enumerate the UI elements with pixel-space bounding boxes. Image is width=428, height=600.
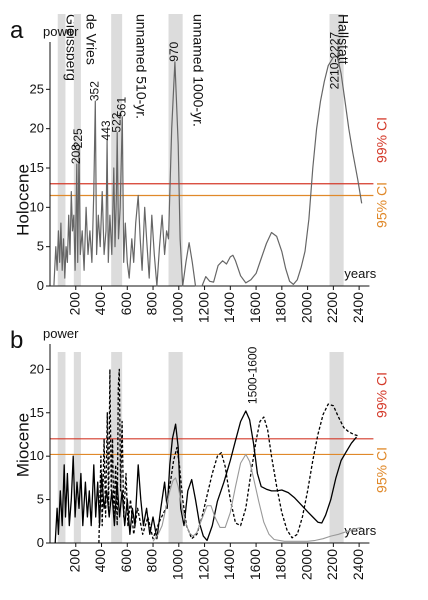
x-tick-label: 1600	[247, 549, 263, 580]
peak-label: 1500-1600	[246, 346, 260, 404]
x-tick-label: 1800	[273, 549, 289, 580]
x-tick-label: 800	[144, 549, 160, 573]
x-tick-label: 400	[92, 549, 108, 573]
panel-a: Gleissberg de Vries unnamed 510-yr. unnamed…	[13, 14, 390, 323]
x-tick-label: 2400	[350, 549, 366, 580]
x-tick-label: 1600	[247, 292, 263, 323]
shaded-band	[168, 352, 183, 543]
band-label: unnamed 510-yr.	[133, 14, 149, 119]
y-tick-label: 10	[30, 199, 44, 214]
ci-label: 95% CI	[374, 447, 390, 493]
band-label: unnamed 1000-yr.	[190, 14, 206, 127]
shaded-band	[57, 14, 66, 286]
y-axis-label: power	[43, 326, 79, 341]
series-line	[152, 453, 362, 542]
shaded-band	[329, 14, 344, 286]
x-tick-label: 200	[66, 549, 82, 573]
x-tick-label: 2200	[324, 549, 340, 580]
series-line	[98, 368, 360, 544]
x-tick-label: 1000	[170, 549, 186, 580]
peak-label: 225	[71, 128, 85, 148]
peak-label: 443	[99, 120, 113, 140]
y-tick-label: 5	[37, 239, 44, 254]
x-tick-label: 1200	[195, 292, 211, 323]
band-label: Hallstatt	[335, 14, 351, 65]
x-tick-label: 2200	[324, 292, 340, 323]
shaded-band	[329, 352, 344, 543]
x-tick-label: 800	[144, 292, 160, 316]
peak-label: 2210-2227	[327, 32, 341, 90]
x-axis-label: years	[344, 266, 376, 281]
y-tick-label: 0	[37, 535, 44, 550]
period-label: Miocene	[13, 413, 32, 477]
series-line	[54, 410, 357, 544]
x-tick-label: 2400	[350, 292, 366, 323]
x-tick-label: 2000	[298, 292, 314, 323]
x-tick-label: 400	[92, 292, 108, 316]
y-tick-label: 15	[30, 405, 44, 420]
x-tick-label: 600	[118, 292, 134, 316]
panel-b-letter: b	[10, 327, 23, 354]
shaded-band	[57, 352, 66, 543]
panel-b: 99% CI 95% CI 0 5 10 15 20 200 400 600 800 1000 1200…	[13, 326, 389, 580]
ci-label: 99% CI	[374, 372, 390, 418]
peak-label: 970	[167, 41, 181, 61]
y-axis-label: power	[43, 24, 79, 39]
period-label: Holocene	[13, 164, 32, 236]
x-tick-label: 1000	[170, 292, 186, 323]
x-tick-label: 1400	[221, 292, 237, 323]
peak-label: 561	[114, 97, 128, 117]
shaded-band	[73, 352, 81, 543]
x-tick-label: 1200	[195, 549, 211, 580]
y-tick-label: 25	[30, 81, 44, 96]
x-tick-label: 2000	[298, 549, 314, 580]
shaded-band	[111, 352, 123, 543]
panel-a-letter: a	[10, 17, 24, 44]
shaded-band	[73, 14, 81, 286]
y-tick-label: 0	[37, 278, 44, 293]
ci-label: 99% CI	[374, 117, 390, 163]
series-line	[53, 55, 363, 287]
x-tick-label: 200	[66, 292, 82, 316]
peak-label: 522	[109, 112, 123, 132]
y-tick-label: 20	[30, 361, 44, 376]
ci-label: 95% CI	[374, 182, 390, 228]
peak-label: 352	[88, 81, 102, 101]
peak-label: 208	[69, 144, 83, 164]
y-tick-label: 5	[37, 492, 44, 507]
x-tick-label: 1800	[273, 292, 289, 323]
y-tick-label: 20	[30, 121, 44, 136]
x-axis-label: years	[344, 523, 376, 538]
x-tick-label: 1400	[221, 549, 237, 580]
y-tick-label: 15	[30, 160, 44, 175]
y-tick-label: 10	[30, 448, 44, 463]
x-tick-label: 600	[118, 549, 134, 573]
band-label: de Vries	[83, 14, 99, 65]
